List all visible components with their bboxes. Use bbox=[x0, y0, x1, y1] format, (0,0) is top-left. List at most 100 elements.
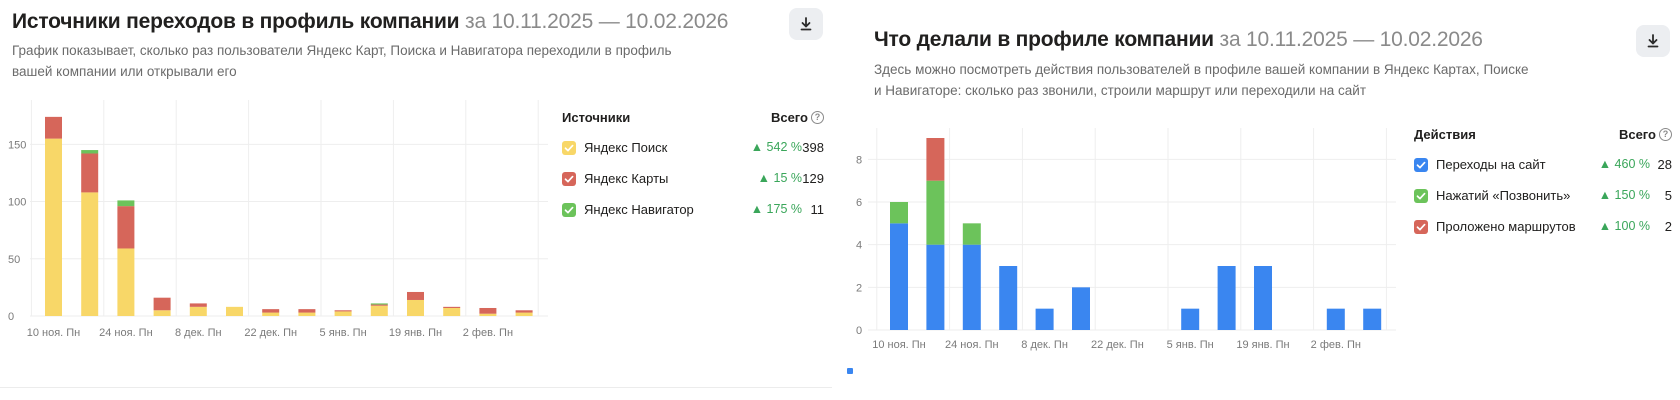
download-icon bbox=[1647, 34, 1659, 48]
bar-segment bbox=[962, 223, 981, 245]
legend-header: Источники Всего ? bbox=[562, 110, 824, 130]
sources-description: График показывает, сколько раз пользоват… bbox=[12, 43, 672, 79]
sources-title: Источники переходов в профиль компании з… bbox=[12, 10, 728, 34]
legend-item-label: Переходы на сайт bbox=[1436, 157, 1546, 172]
bar-segment bbox=[443, 307, 461, 316]
arrow-up-icon: ▲ bbox=[1598, 188, 1612, 202]
legend-checkbox[interactable] bbox=[562, 203, 576, 217]
legend-item[interactable]: Яндекс Поиск ▲ 542 % 398 bbox=[562, 138, 824, 158]
actions-chart: 0 2 4 6 8 10 ноя. Пн 24 ноя. Пн 8 дек. Пн 22 дек… bbox=[848, 118, 1398, 378]
legend-item[interactable]: Яндекс Карты ▲ 15 % 129 bbox=[562, 169, 824, 189]
bar-segment bbox=[999, 266, 1018, 330]
help-icon[interactable]: ? bbox=[811, 111, 824, 124]
y-tick-label: 2 bbox=[856, 282, 862, 294]
bar-segment bbox=[117, 248, 135, 316]
check-icon bbox=[564, 144, 574, 152]
legend-checkbox[interactable] bbox=[1414, 220, 1428, 234]
scroll-indicator bbox=[847, 368, 853, 374]
bar-segment bbox=[262, 309, 280, 313]
legend-item-label: Нажатий «Позвонить» bbox=[1436, 188, 1571, 203]
legend-item-change-value: 15 % bbox=[773, 171, 803, 185]
legend-item-change-value: 100 % bbox=[1614, 219, 1650, 233]
actions-download-button[interactable] bbox=[1636, 25, 1670, 57]
bar-segment bbox=[226, 306, 243, 316]
actions-title-text: Что делали в профиле компании bbox=[874, 28, 1214, 51]
actions-legend: Действия Всего ? Переходы на сайт ▲ 460 %… bbox=[1414, 127, 1672, 237]
x-tick-label: 22 дек. Пн bbox=[244, 327, 297, 339]
y-tick-label: 4 bbox=[856, 240, 862, 252]
legend-checkbox[interactable] bbox=[1414, 189, 1428, 203]
bar-segment bbox=[1254, 266, 1272, 330]
legend-item-change: ▲ 150 % bbox=[1599, 188, 1650, 202]
sources-chart: 0 50 100 150 10 ноя. Пн 24 ноя. Пн 8 дек. Пн 22… bbox=[0, 90, 555, 370]
bar-segment bbox=[298, 312, 316, 316]
check-icon bbox=[1416, 161, 1426, 169]
bar-segment bbox=[926, 180, 945, 245]
legend-header-label: Источники bbox=[562, 110, 631, 125]
download-icon bbox=[800, 17, 812, 31]
bar-segment bbox=[479, 307, 497, 314]
y-tick-label: 6 bbox=[856, 197, 862, 209]
bar-segment bbox=[443, 306, 461, 308]
legend-item-total: 28 bbox=[1657, 157, 1672, 172]
bar-segment bbox=[926, 244, 945, 330]
y-tick-label: 0 bbox=[8, 311, 14, 323]
sources-chart-svg: 0 50 100 150 10 ноя. Пн 24 ноя. Пн 8 дек. Пн 22… bbox=[8, 90, 548, 339]
bar-segment bbox=[334, 310, 352, 312]
x-tick-label: 8 дек. Пн bbox=[175, 327, 222, 339]
bar-segment bbox=[1035, 308, 1054, 330]
legend-item-total: 2 bbox=[1664, 219, 1672, 234]
legend-item-label: Яндекс Навигатор bbox=[584, 202, 694, 217]
help-icon[interactable]: ? bbox=[1659, 128, 1672, 141]
sources-panel: Источники переходов в профиль компании з… bbox=[0, 0, 832, 388]
x-tick-label: 2 фев. Пн bbox=[463, 327, 513, 339]
bar-segment bbox=[117, 200, 135, 207]
arrow-up-icon: ▲ bbox=[1598, 157, 1612, 171]
legend-checkbox[interactable] bbox=[562, 172, 576, 186]
legend-checkbox[interactable] bbox=[1414, 158, 1428, 172]
bar-segment bbox=[81, 153, 99, 193]
legend-item[interactable]: Нажатий «Позвонить» ▲ 150 % 5 bbox=[1414, 186, 1672, 206]
legend-item[interactable]: Проложено маршрутов ▲ 100 % 2 bbox=[1414, 217, 1672, 237]
bar-segment bbox=[890, 202, 908, 224]
bar-segment bbox=[1326, 308, 1345, 330]
legend-item-total: 11 bbox=[810, 202, 825, 217]
bar-segment bbox=[370, 305, 388, 316]
legend-item-label: Яндекс Карты bbox=[584, 171, 669, 186]
legend-item-total: 398 bbox=[802, 140, 824, 155]
legend-item-change-value: 542 % bbox=[766, 140, 802, 154]
bar-segment bbox=[189, 306, 207, 316]
bar-segment bbox=[926, 138, 945, 181]
sources-download-button[interactable] bbox=[789, 8, 823, 40]
check-icon bbox=[564, 206, 574, 214]
legend-checkbox[interactable] bbox=[562, 141, 576, 155]
x-tick-label: 10 ноя. Пн bbox=[27, 327, 81, 339]
x-tick-label: 19 янв. Пн bbox=[1236, 339, 1289, 351]
sources-title-text: Источники переходов в профиль компании bbox=[12, 10, 460, 33]
legend-item-label: Яндекс Поиск bbox=[584, 140, 668, 155]
arrow-up-icon: ▲ bbox=[757, 171, 771, 185]
bar-segment bbox=[1363, 308, 1382, 330]
bar-segment bbox=[1072, 287, 1090, 330]
x-tick-label: 22 дек. Пн bbox=[1091, 339, 1144, 351]
x-tick-label: 5 янв. Пн bbox=[1167, 339, 1214, 351]
actions-title: Что делали в профиле компании за 10.11.2… bbox=[874, 28, 1483, 52]
bar-segment bbox=[515, 310, 533, 313]
legend-item-change-value: 460 % bbox=[1614, 157, 1650, 171]
bar-segment bbox=[81, 150, 99, 154]
legend-header-total: Всего bbox=[1618, 127, 1656, 142]
y-tick-label: 100 bbox=[8, 197, 26, 209]
legend-item[interactable]: Яндекс Навигатор ▲ 175 % 11 bbox=[562, 200, 824, 220]
x-tick-label: 8 дек. Пн bbox=[1021, 339, 1068, 351]
legend-item-change: ▲ 175 % bbox=[751, 202, 802, 216]
legend-header-total: Всего bbox=[770, 110, 808, 125]
y-tick-label: 8 bbox=[856, 154, 862, 166]
legend-item[interactable]: Переходы на сайт ▲ 460 % 28 bbox=[1414, 155, 1672, 175]
arrow-up-icon: ▲ bbox=[750, 202, 764, 216]
bar-segment bbox=[407, 291, 424, 300]
bar-segment bbox=[1217, 266, 1236, 330]
legend-item-total: 5 bbox=[1664, 188, 1672, 203]
sources-period: за 10.11.2025 — 10.02.2026 bbox=[465, 10, 729, 33]
bar-segment bbox=[298, 309, 316, 313]
bar-segment bbox=[153, 297, 171, 311]
